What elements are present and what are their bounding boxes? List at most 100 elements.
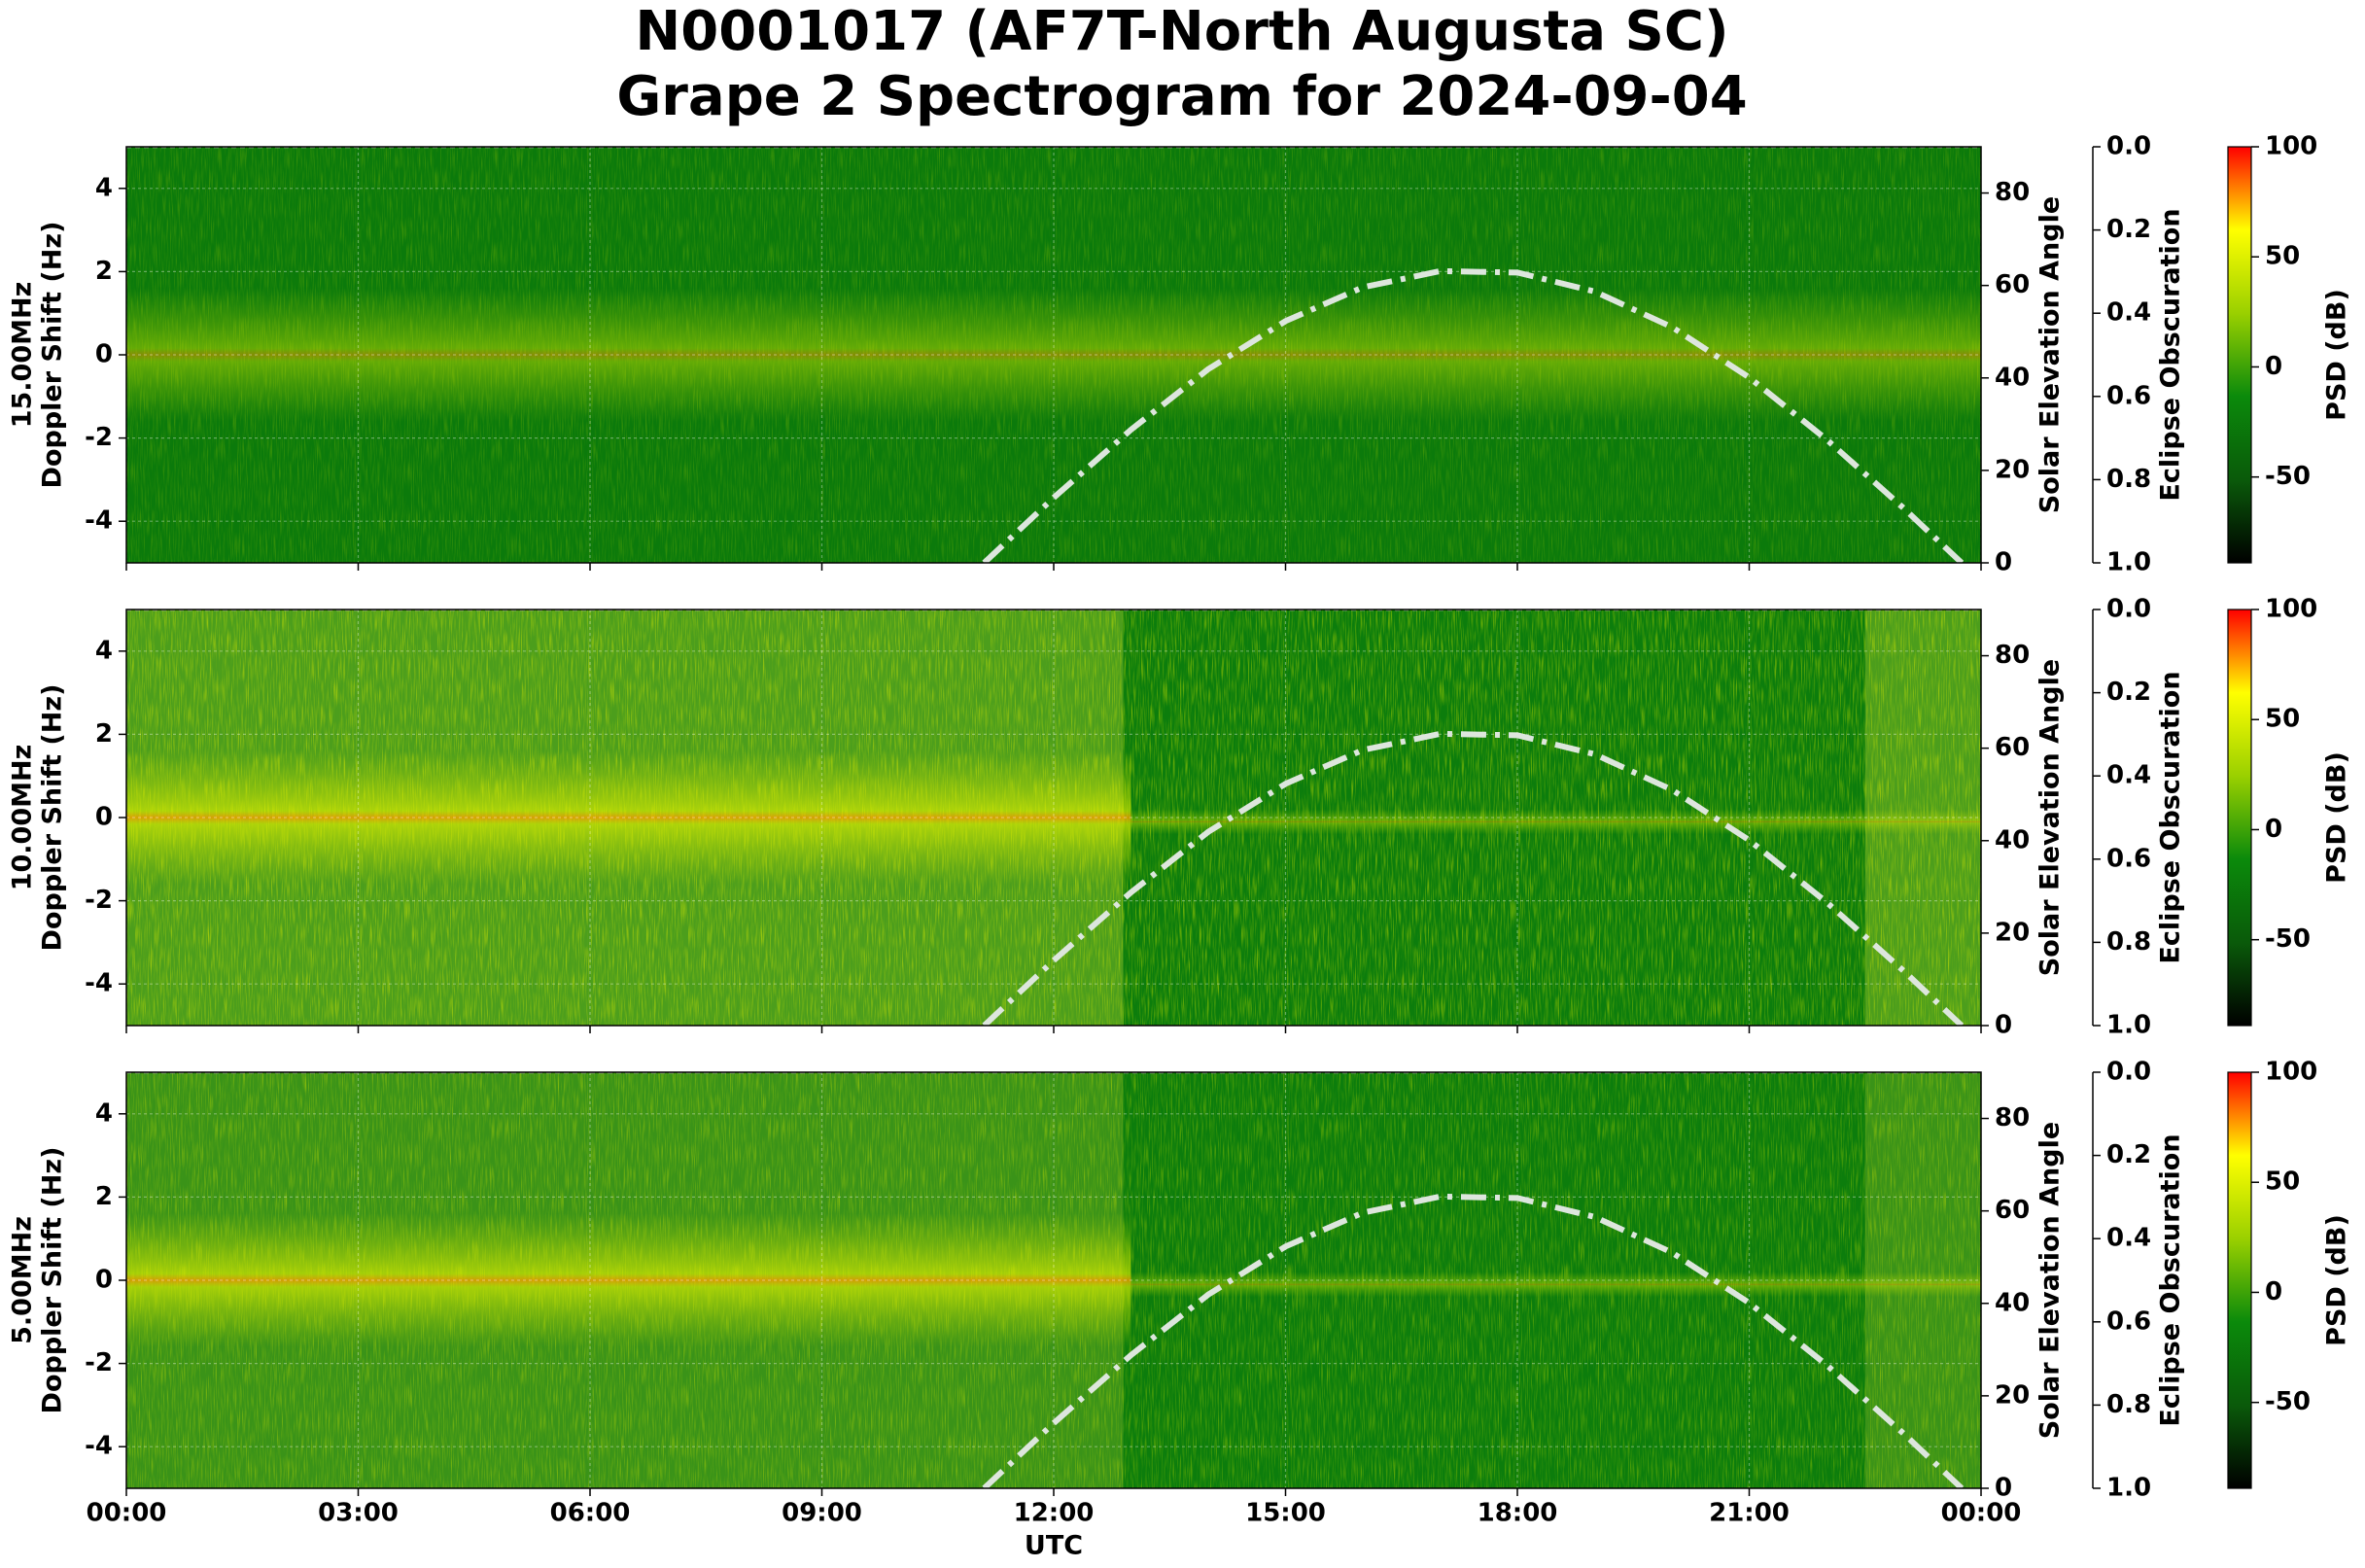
colorbar-tick-label: 50 bbox=[2265, 1167, 2300, 1197]
spectrogram-band bbox=[1130, 809, 1981, 835]
y3-tick-label: 0.4 bbox=[2106, 1224, 2151, 1253]
colorbar bbox=[2227, 1071, 2252, 1489]
y2-tick-label: 60 bbox=[1995, 1196, 2030, 1225]
spectrogram-band bbox=[1130, 1272, 1981, 1298]
y2-axis-label: Solar Elevation Angle bbox=[2035, 196, 2066, 513]
spectrogram-band bbox=[126, 288, 1981, 422]
y3-axis-label: Eclipse Obscuration bbox=[2156, 1133, 2186, 1426]
y3-tick-label: 0.6 bbox=[2106, 1307, 2151, 1336]
y-tick-label: 4 bbox=[95, 636, 113, 665]
y2-tick-label: 20 bbox=[1995, 455, 2030, 484]
y2-axis-label: Solar Elevation Angle bbox=[2035, 659, 2066, 976]
colorbar-tick-label: -50 bbox=[2265, 462, 2311, 491]
y2-tick-label: 40 bbox=[1995, 825, 2030, 854]
x-tick-label: 03:00 bbox=[318, 1499, 399, 1528]
colorbar bbox=[2227, 609, 2252, 1027]
colorbar-tick-label: 100 bbox=[2265, 595, 2317, 624]
solar-elevation-line bbox=[982, 730, 1965, 1026]
colorbar-tick-label: 50 bbox=[2265, 705, 2300, 734]
x-tick-label: 12:00 bbox=[1014, 1499, 1095, 1528]
y3-tick-label: 0.0 bbox=[2106, 1058, 2151, 1087]
y2-tick-label: 0 bbox=[1995, 548, 2012, 577]
x-tick-label: 15:00 bbox=[1245, 1499, 1326, 1528]
y2-tick-label: 80 bbox=[1995, 641, 2030, 670]
y2-tick-label: 60 bbox=[1995, 733, 2030, 762]
chart-title: N0001017 (AF7T-North Augusta SC) bbox=[635, 0, 1728, 63]
y-tick-label: -2 bbox=[85, 423, 113, 452]
y-tick-label: 2 bbox=[95, 719, 113, 749]
y3-tick-label: 0.8 bbox=[2106, 927, 2151, 957]
colorbar-tick-label: 0 bbox=[2265, 352, 2282, 381]
y-tick-label: 0 bbox=[95, 803, 113, 832]
y2-tick-label: 0 bbox=[1995, 1474, 2012, 1503]
x-axis-label: UTC bbox=[1025, 1531, 1083, 1561]
colorbar-label: PSD (dB) bbox=[2322, 1214, 2352, 1346]
y2-tick-label: 40 bbox=[1995, 363, 2030, 392]
y3-tick-label: 0.2 bbox=[2106, 1140, 2151, 1169]
x-tick-label: 06:00 bbox=[550, 1499, 631, 1528]
y-tick-label: -2 bbox=[85, 1348, 113, 1377]
y3-tick-label: 0.4 bbox=[2106, 761, 2151, 790]
y-axis-label: 5.00MHz bbox=[8, 1216, 38, 1344]
y-tick-label: -2 bbox=[85, 886, 113, 915]
y3-tick-label: 1.0 bbox=[2106, 548, 2151, 577]
y3-axis-label: Eclipse Obscuration bbox=[2156, 208, 2186, 501]
y3-tick-label: 0.8 bbox=[2106, 465, 2151, 494]
y3-tick-label: 0.4 bbox=[2106, 298, 2151, 328]
spectrogram-band bbox=[126, 750, 1131, 885]
colorbar-label: PSD (dB) bbox=[2322, 751, 2352, 884]
y2-tick-label: 0 bbox=[1995, 1011, 2012, 1040]
y3-tick-label: 0.0 bbox=[2106, 132, 2151, 161]
plot-area bbox=[126, 610, 1981, 1026]
colorbar bbox=[2227, 146, 2252, 564]
y-axis-label: 10.00MHz bbox=[8, 745, 38, 891]
spectrogram-band bbox=[126, 1213, 1131, 1347]
y2-tick-label: 60 bbox=[1995, 270, 2030, 299]
y2-tick-label: 40 bbox=[1995, 1288, 2030, 1317]
y2-tick-label: 80 bbox=[1995, 178, 2030, 207]
x-tick-label: 09:00 bbox=[782, 1499, 862, 1528]
colorbar-label: PSD (dB) bbox=[2322, 289, 2352, 421]
x-tick-label: 21:00 bbox=[1709, 1499, 1790, 1528]
y2-tick-label: 20 bbox=[1995, 1380, 2030, 1410]
y3-tick-label: 0.6 bbox=[2106, 381, 2151, 410]
colorbar-tick-label: 100 bbox=[2265, 132, 2317, 161]
solar-elevation-line bbox=[982, 1193, 1965, 1488]
y-tick-label: 4 bbox=[95, 1098, 113, 1128]
y3-tick-label: 0.8 bbox=[2106, 1390, 2151, 1419]
y-axis-label: Doppler Shift (Hz) bbox=[38, 222, 68, 489]
colorbar-tick-label: -50 bbox=[2265, 924, 2311, 954]
y3-tick-label: 0.6 bbox=[2106, 844, 2151, 873]
x-tick-label: 18:00 bbox=[1478, 1499, 1558, 1528]
colorbar-tick-label: 0 bbox=[2265, 815, 2282, 844]
colorbar-tick-label: 50 bbox=[2265, 242, 2300, 271]
colorbar-tick-label: 100 bbox=[2265, 1058, 2317, 1087]
y-tick-label: 2 bbox=[95, 1182, 113, 1211]
colorbar-tick-label: -50 bbox=[2265, 1387, 2311, 1416]
x-tick-label: 00:00 bbox=[87, 1499, 167, 1528]
y-tick-label: -4 bbox=[85, 969, 113, 998]
y-tick-label: 4 bbox=[95, 173, 113, 202]
plot-area bbox=[126, 147, 1981, 563]
y3-tick-label: 0.2 bbox=[2106, 678, 2151, 707]
solar-elevation-line bbox=[982, 267, 1965, 563]
y3-tick-label: 1.0 bbox=[2106, 1011, 2151, 1040]
y3-tick-label: 1.0 bbox=[2106, 1474, 2151, 1503]
y-axis-label: Doppler Shift (Hz) bbox=[38, 1147, 68, 1414]
colorbar-tick-label: 0 bbox=[2265, 1277, 2282, 1307]
y3-tick-label: 0.0 bbox=[2106, 595, 2151, 624]
y2-axis-label: Solar Elevation Angle bbox=[2035, 1122, 2066, 1439]
y2-tick-label: 80 bbox=[1995, 1103, 2030, 1132]
y2-tick-label: 20 bbox=[1995, 918, 2030, 947]
y-axis-label: Doppler Shift (Hz) bbox=[38, 684, 68, 952]
chart-title: Grape 2 Spectrogram for 2024-09-04 bbox=[616, 65, 1747, 128]
y3-tick-label: 0.2 bbox=[2106, 215, 2151, 244]
x-tick-label: 00:00 bbox=[1941, 1499, 2022, 1528]
y-tick-label: 2 bbox=[95, 257, 113, 286]
y3-axis-label: Eclipse Obscuration bbox=[2156, 671, 2186, 963]
y-tick-label: -4 bbox=[85, 1432, 113, 1461]
y-tick-label: -4 bbox=[85, 506, 113, 536]
y-tick-label: 0 bbox=[95, 1266, 113, 1295]
y-axis-label: 15.00MHz bbox=[8, 282, 38, 429]
